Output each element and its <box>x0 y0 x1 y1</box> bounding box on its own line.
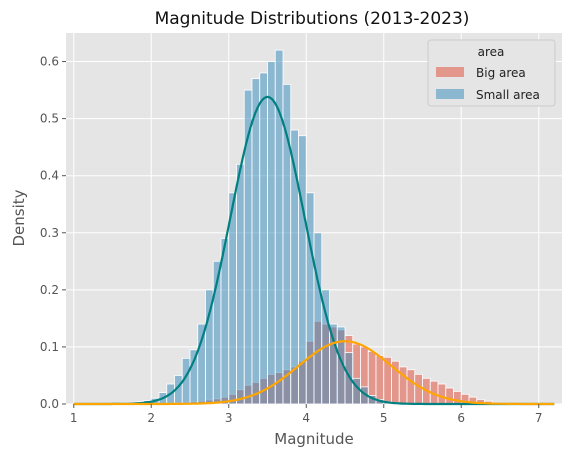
bars-big-bar-34 <box>437 383 447 405</box>
bars-big-bar-35 <box>445 387 454 405</box>
x-axis-label: Magnitude <box>274 430 353 448</box>
y-tick-label-5: 0.5 <box>40 112 59 126</box>
bars-small-bar-13 <box>220 238 230 405</box>
density-curve-1 <box>73 340 555 406</box>
bars-big-bar-26 <box>375 355 385 405</box>
bars-small-bar-27 <box>329 323 338 405</box>
x-tick-label-6: 7 <box>535 411 543 425</box>
x-tick-label-4: 5 <box>380 411 388 425</box>
x-tick-label-0: 1 <box>70 411 78 425</box>
legend-swatch-small-area <box>436 89 464 99</box>
y-axis-label: Density <box>10 189 28 246</box>
y-tick-label-6: 0.6 <box>40 55 59 69</box>
x-tick-label-2: 3 <box>225 411 233 425</box>
bars-small-bar-17 <box>251 78 261 405</box>
y-tick-label-0: 0.0 <box>40 397 59 411</box>
chart-title: Magnitude Distributions (2013-2023) <box>155 9 470 29</box>
x-tick-label-5: 6 <box>457 411 465 425</box>
x-tick-label-1: 2 <box>147 411 155 425</box>
bars-small-bar-15 <box>236 163 245 405</box>
legend-title: area <box>478 45 505 59</box>
bars-small-bar-20 <box>274 49 284 405</box>
legend: area Big area Small area <box>427 39 556 107</box>
bars-small-bar-19 <box>267 61 276 405</box>
bars-big-bar-31 <box>414 373 423 405</box>
bars-small-bar-25 <box>313 232 323 405</box>
y-tick-label-2: 0.2 <box>40 283 59 297</box>
legend-label-small-area: Small area <box>476 88 540 102</box>
y-tick-label-3: 0.3 <box>40 226 59 240</box>
density-curves <box>73 95 555 406</box>
bars-small-bar-9 <box>189 349 199 405</box>
x-axis-ticks: 1 2 3 4 5 6 7 <box>70 404 543 425</box>
bars-small-bar-24 <box>305 192 315 405</box>
bars-small-bar-10 <box>197 323 206 405</box>
y-tick-label-4: 0.4 <box>40 169 59 183</box>
x-tick-label-3: 4 <box>302 411 310 425</box>
y-tick-label-1: 0.1 <box>40 340 59 354</box>
legend-swatch-big-area <box>436 67 464 77</box>
bars-big-bar-30 <box>406 369 416 405</box>
y-axis-ticks: 0.0 0.1 0.2 0.3 0.4 0.5 0.6 <box>40 55 66 411</box>
density-curve-0 <box>73 95 555 406</box>
bars-small-bar-18 <box>259 72 268 405</box>
legend-label-big-area: Big area <box>476 66 526 80</box>
